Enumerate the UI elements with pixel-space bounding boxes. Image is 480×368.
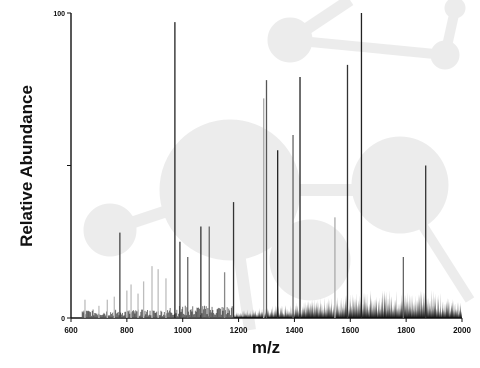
- baseline-noise: [81, 289, 462, 318]
- x-tick-label: 2000: [453, 326, 471, 335]
- x-tick-label: 600: [64, 326, 78, 335]
- y-tick-label: 0: [61, 316, 65, 323]
- x-tick-label: 800: [120, 326, 134, 335]
- x-tick-label: 1600: [341, 326, 359, 335]
- x-tick-label: 1800: [397, 326, 415, 335]
- x-tick-label: 1000: [174, 326, 192, 335]
- molecule-watermark: [83, 0, 475, 331]
- x-tick-label: 1400: [286, 326, 304, 335]
- y-ticks: 0 100: [53, 11, 71, 323]
- spectrum-peaks: [84, 13, 427, 318]
- y-axis-label: Relative Abundance: [17, 85, 36, 247]
- x-ticks: 600 800 1000 1200 1400 1600 1800 2000: [64, 318, 471, 335]
- noise-envelope: [233, 289, 462, 318]
- x-tick-label: 1200: [230, 326, 248, 335]
- x-axis-label: m/z: [252, 338, 280, 357]
- y-tick-label: 100: [53, 11, 65, 18]
